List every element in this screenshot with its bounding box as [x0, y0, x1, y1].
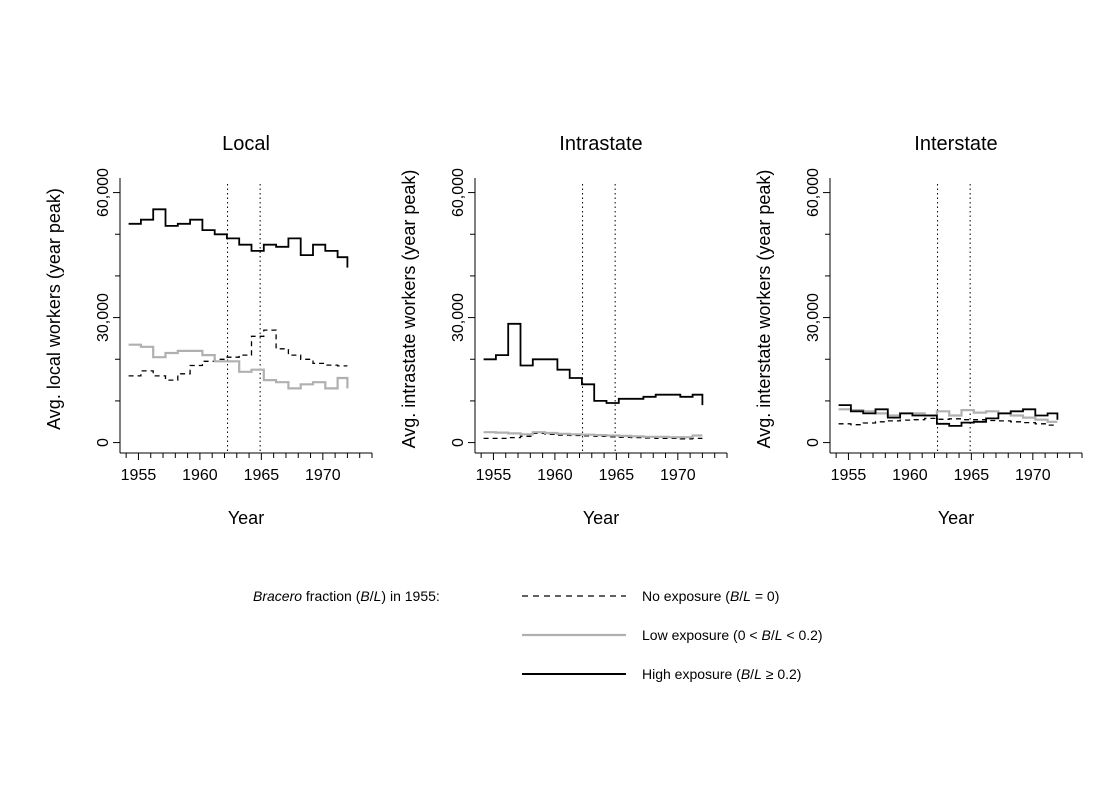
x-axis-title: Year — [583, 508, 619, 528]
x-tick-label: 1970 — [305, 467, 341, 484]
y-tick-label: 60,000 — [95, 168, 112, 217]
y-tick-label: 0 — [95, 438, 112, 447]
x-tick-label: 1955 — [121, 467, 157, 484]
series-low-exposure — [128, 343, 349, 390]
x-tick-label: 1965 — [954, 467, 990, 484]
x-tick-label: 1965 — [244, 467, 280, 484]
y-tick-label: 0 — [450, 438, 467, 447]
y-tick-label: 30,000 — [95, 293, 112, 342]
x-tick-label: 1955 — [831, 467, 867, 484]
series-no-exposure — [128, 329, 348, 381]
x-tick-label: 1970 — [660, 467, 696, 484]
x-tick-label: 1965 — [599, 467, 635, 484]
panel-title: Intrastate — [559, 133, 642, 155]
legend: Bracero fraction (B/L) in 1955: No expos… — [253, 588, 823, 682]
x-tick-label: 1960 — [892, 467, 928, 484]
y-tick-label: 60,000 — [805, 168, 822, 217]
series-high-exposure — [838, 404, 1059, 427]
y-axis-title: Avg. intrastate workers (year peak) — [399, 170, 419, 449]
x-tick-label: 1960 — [537, 467, 573, 484]
chart-panel-local: Local Avg. local workers (year peak) Yea… — [44, 133, 373, 528]
y-tick-label: 0 — [805, 438, 822, 447]
series-high-exposure — [483, 322, 704, 406]
x-tick-label: 1960 — [182, 467, 218, 484]
legend-label-no-exposure: No exposure (B/L = 0) — [642, 588, 779, 604]
x-axis-title: Year — [938, 508, 974, 528]
panel-title: Interstate — [914, 133, 997, 155]
chart-panel-interstate: Interstate Avg. interstate workers (year… — [754, 133, 1083, 528]
x-tick-label: 1955 — [476, 467, 512, 484]
x-tick-label: 1970 — [1015, 467, 1051, 484]
y-tick-label: 30,000 — [805, 293, 822, 342]
chart-panel-intrastate: Intrastate Avg. intrastate workers (year… — [399, 133, 728, 528]
y-tick-label: 30,000 — [450, 293, 467, 342]
legend-label-high-exposure: High exposure (B/L ≥ 0.2) — [642, 666, 801, 682]
series-no-exposure — [838, 417, 1058, 426]
y-tick-label: 60,000 — [450, 168, 467, 217]
panel-title: Local — [222, 133, 270, 155]
series-high-exposure — [128, 208, 349, 268]
x-axis-title: Year — [228, 508, 264, 528]
legend-label-low-exposure: Low exposure (0 < B/L < 0.2) — [642, 627, 823, 643]
legend-heading: Bracero fraction (B/L) in 1955: — [253, 588, 440, 604]
y-axis-title: Avg. interstate workers (year peak) — [754, 170, 774, 449]
series-low-exposure — [483, 431, 703, 439]
y-axis-title: Avg. local workers (year peak) — [44, 188, 64, 430]
